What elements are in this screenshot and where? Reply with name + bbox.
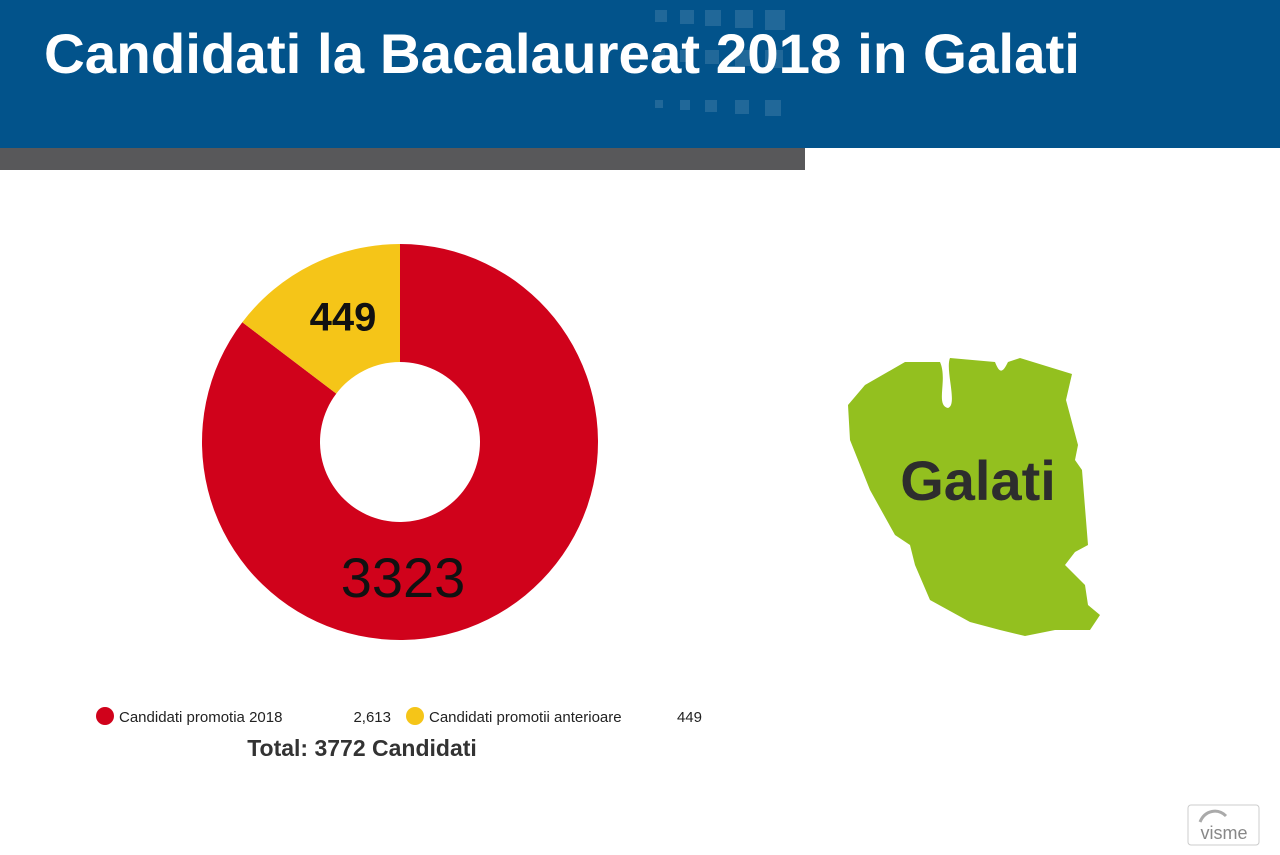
galati-map [848, 358, 1100, 636]
slice-annotation: 3323 [341, 546, 466, 609]
donut-chart: 3323 449 [202, 244, 598, 640]
legend-label: Candidati promotii anterioare [429, 709, 622, 726]
logo-text: visme [1200, 823, 1247, 843]
total-label: Total: 3772 Candidati [247, 735, 477, 761]
map-label: Galati [900, 449, 1056, 512]
legend-label: Candidati promotia 2018 [119, 709, 282, 726]
donut-slice [202, 244, 598, 640]
slice-annotation: 449 [310, 296, 377, 340]
legend-value: 2,613 [353, 709, 391, 726]
page-title: Candidati la Bacalaureat 2018 in Galati [44, 22, 1080, 85]
legend-value: 449 [677, 709, 702, 726]
header-band [0, 0, 1280, 148]
header-shadow [0, 148, 805, 170]
donut-slice [242, 244, 400, 394]
header-pattern [655, 10, 785, 116]
legend-swatch [406, 707, 424, 725]
logo-icon [1198, 809, 1228, 823]
legend-swatch [96, 707, 114, 725]
